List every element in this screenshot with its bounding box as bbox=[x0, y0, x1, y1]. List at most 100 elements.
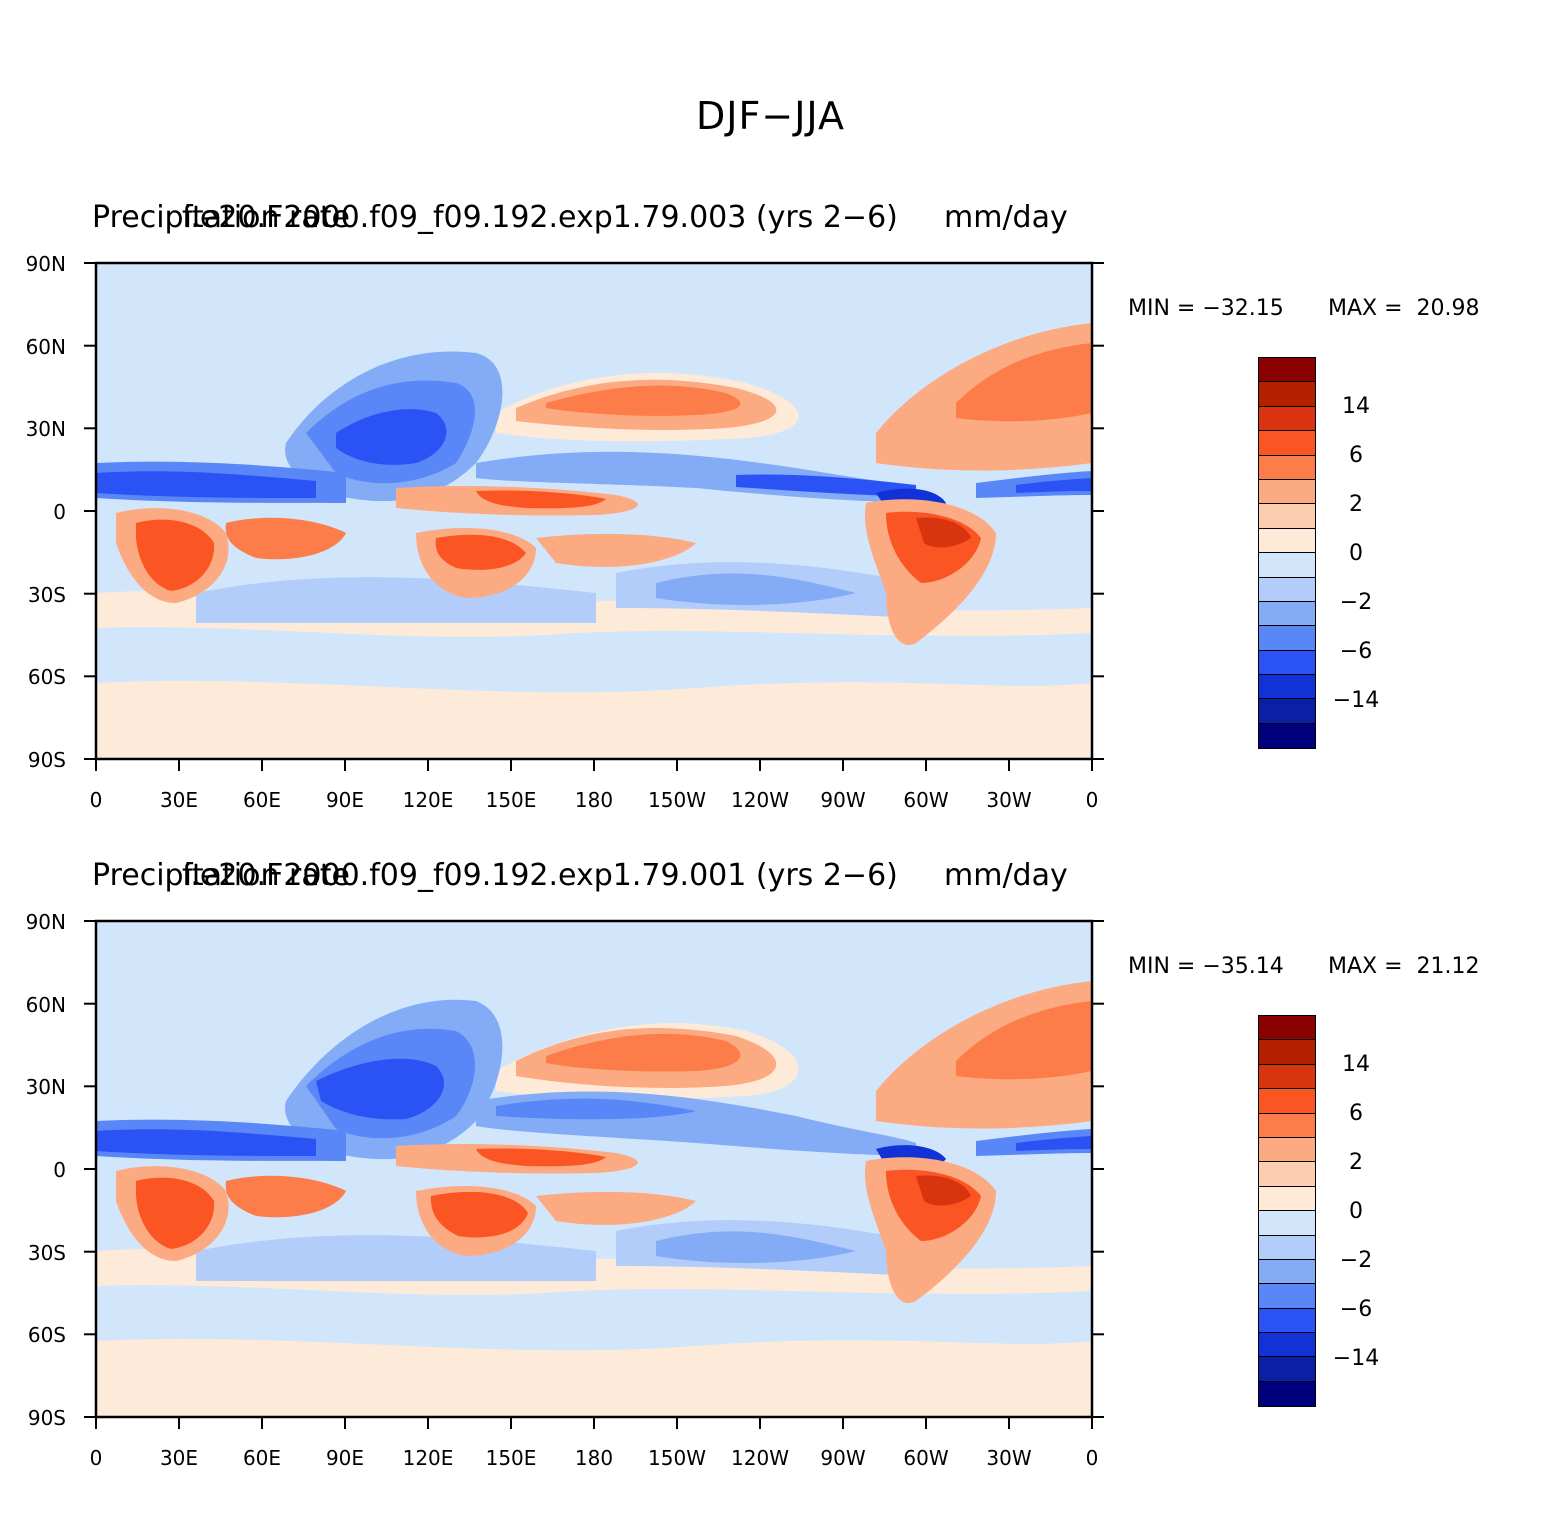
panel-units: mm/day bbox=[944, 858, 1068, 893]
colorbar-tick-label: 2 bbox=[1349, 492, 1363, 517]
lat-label: 60N bbox=[25, 993, 66, 1017]
colorbar-cell bbox=[1259, 1211, 1315, 1236]
lat-label: 30S bbox=[27, 583, 66, 607]
figure-title: DJF−JJA bbox=[696, 94, 845, 138]
min-label: MIN = −32.15 bbox=[1128, 296, 1284, 321]
map-panel-1: Precipitation rate f.e20.F2000.f09_f09.1… bbox=[0, 200, 1541, 840]
panel-left-title: Precipitation rate bbox=[92, 858, 350, 893]
colorbar-tick-label: 0 bbox=[1349, 1199, 1363, 1224]
colorbar-cell bbox=[1259, 1064, 1315, 1090]
colorbar-cell bbox=[1259, 577, 1315, 602]
colorbar-cell bbox=[1259, 723, 1315, 749]
lon-label: 90E bbox=[325, 1446, 365, 1470]
lon-label: 180 bbox=[574, 788, 614, 812]
lon-label: 120E bbox=[402, 788, 454, 812]
precip-map bbox=[96, 263, 1092, 759]
colorbar-cell bbox=[1259, 479, 1315, 505]
colorbar-cell bbox=[1259, 1040, 1315, 1065]
lat-label: 30N bbox=[25, 1075, 66, 1099]
colorbar-cell bbox=[1259, 431, 1315, 456]
lon-label: 60W bbox=[903, 788, 949, 812]
lon-label: 90W bbox=[820, 1446, 866, 1470]
lon-label: 150W bbox=[648, 1446, 706, 1470]
lat-label: 90N bbox=[25, 252, 66, 276]
colorbar-cell bbox=[1259, 1381, 1315, 1407]
panel-units: mm/day bbox=[944, 200, 1068, 235]
colorbar-cell bbox=[1259, 1333, 1315, 1358]
colorbar-cell bbox=[1259, 650, 1315, 676]
colorbar-cell bbox=[1259, 1186, 1315, 1212]
colorbar-cell bbox=[1259, 1308, 1315, 1334]
colorbar-cell bbox=[1259, 406, 1315, 432]
lon-label: 120E bbox=[402, 1446, 454, 1470]
lat-label: 60S bbox=[27, 1323, 66, 1347]
colorbar-tick-label: 14 bbox=[1342, 1052, 1370, 1077]
colorbar bbox=[1258, 357, 1316, 750]
colorbar-cell bbox=[1259, 1259, 1315, 1285]
lat-label: 0 bbox=[53, 1158, 66, 1182]
max-label: MAX = 20.98 bbox=[1328, 296, 1480, 321]
colorbar-cell bbox=[1259, 675, 1315, 700]
panel-left-title: Precipitation rate bbox=[92, 200, 350, 235]
colorbar-tick-label: −6 bbox=[1339, 639, 1373, 664]
lon-label: 150W bbox=[648, 788, 706, 812]
colorbar-tick-label: 0 bbox=[1349, 541, 1363, 566]
max-label: MAX = 21.12 bbox=[1328, 954, 1480, 979]
colorbar-cell bbox=[1259, 504, 1315, 529]
lat-label: 60N bbox=[25, 335, 66, 359]
colorbar-tick-label: 6 bbox=[1349, 1101, 1363, 1126]
precip-field bbox=[96, 921, 1092, 1417]
panel-center-title: f.e20.F2000.f09_f09.192.exp1.79.001 (yrs… bbox=[182, 858, 898, 893]
lat-label: 0 bbox=[53, 500, 66, 524]
lon-label: 150E bbox=[485, 788, 537, 812]
colorbar-tick-label: 2 bbox=[1349, 1150, 1363, 1175]
lon-label: 90W bbox=[820, 788, 866, 812]
colorbar-tick-label: −2 bbox=[1339, 1248, 1373, 1273]
colorbar-tick-label: −6 bbox=[1339, 1297, 1373, 1322]
lat-label: 90S bbox=[27, 1406, 66, 1430]
colorbar-cell bbox=[1259, 358, 1315, 383]
lon-label: 0 bbox=[89, 1446, 103, 1470]
lon-label: 0 bbox=[1085, 788, 1099, 812]
lon-label: 0 bbox=[1085, 1446, 1099, 1470]
lon-label: 60E bbox=[242, 1446, 282, 1470]
lon-label: 0 bbox=[89, 788, 103, 812]
lon-label: 60E bbox=[242, 788, 282, 812]
lon-label: 60W bbox=[903, 1446, 949, 1470]
colorbar-tick-label: −14 bbox=[1332, 1346, 1380, 1371]
colorbar-cell bbox=[1259, 1113, 1315, 1138]
lat-label: 90N bbox=[25, 910, 66, 934]
lon-label: 120W bbox=[731, 1446, 789, 1470]
colorbar-cell bbox=[1259, 455, 1315, 480]
colorbar-cell bbox=[1259, 553, 1315, 578]
lat-label: 60S bbox=[27, 665, 66, 689]
lon-label: 180 bbox=[574, 1446, 614, 1470]
lon-label: 30W bbox=[986, 788, 1032, 812]
lon-label: 120W bbox=[731, 788, 789, 812]
colorbar-cell bbox=[1259, 1089, 1315, 1114]
colorbar-cell bbox=[1259, 626, 1315, 651]
colorbar-cell bbox=[1259, 382, 1315, 407]
lat-label: 30N bbox=[25, 417, 66, 441]
colorbar-tick-label: 14 bbox=[1342, 394, 1370, 419]
colorbar-cell bbox=[1259, 1137, 1315, 1163]
min-label: MIN = −35.14 bbox=[1128, 954, 1284, 979]
colorbar-cell bbox=[1259, 601, 1315, 627]
precip-field bbox=[96, 263, 1092, 759]
colorbar-tick-label: −2 bbox=[1339, 590, 1373, 615]
lon-label: 30E bbox=[159, 1446, 199, 1470]
map-panel-2: Precipitation rate f.e20.F2000.f09_f09.1… bbox=[0, 858, 1541, 1498]
colorbar-cell bbox=[1259, 699, 1315, 724]
colorbar bbox=[1258, 1015, 1316, 1408]
colorbar-cell bbox=[1259, 1357, 1315, 1382]
lat-label: 30S bbox=[27, 1241, 66, 1265]
colorbar-tick-label: 6 bbox=[1349, 443, 1363, 468]
colorbar-cell bbox=[1259, 1235, 1315, 1260]
precip-map bbox=[96, 921, 1092, 1417]
colorbar-cell bbox=[1259, 528, 1315, 554]
colorbar-cell bbox=[1259, 1016, 1315, 1041]
panel-center-title: f.e20.F2000.f09_f09.192.exp1.79.003 (yrs… bbox=[182, 200, 898, 235]
lon-label: 150E bbox=[485, 1446, 537, 1470]
lon-label: 90E bbox=[325, 788, 365, 812]
lat-label: 90S bbox=[27, 748, 66, 772]
